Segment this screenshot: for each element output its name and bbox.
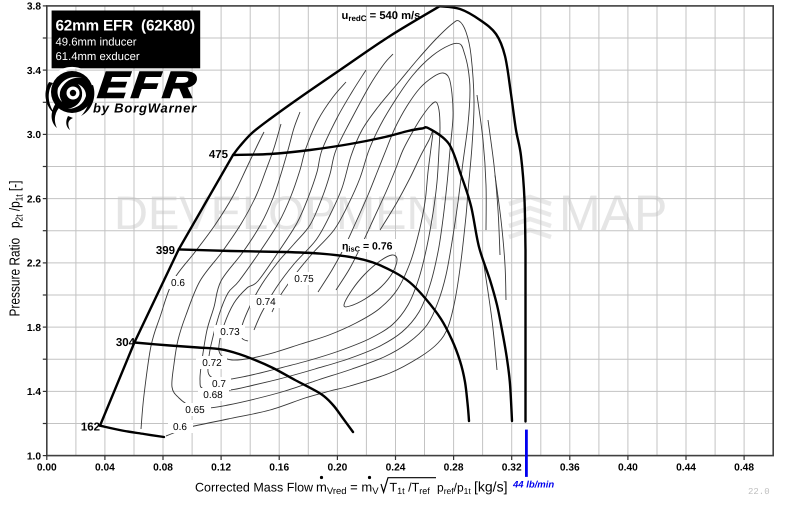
svg-text:0.65: 0.65	[185, 405, 205, 416]
svg-text:0.20: 0.20	[327, 463, 347, 474]
svg-text:0.68: 0.68	[203, 390, 223, 401]
svg-text:0.73: 0.73	[220, 327, 240, 338]
svg-text:MAP: MAP	[559, 185, 667, 241]
svg-text:0.44: 0.44	[676, 463, 696, 474]
svg-text:0.32: 0.32	[502, 463, 522, 474]
svg-text:1.4: 1.4	[27, 387, 41, 398]
svg-text:0.74: 0.74	[256, 297, 276, 308]
svg-text:by BorgWarner: by BorgWarner	[93, 101, 197, 116]
svg-text:0.24: 0.24	[386, 463, 406, 474]
svg-text:3.0: 3.0	[27, 130, 41, 141]
svg-text:3.4: 3.4	[27, 66, 41, 77]
svg-text:Pressure Ratio p2t /p1t [-]: Pressure Ratio p2t /p1t [-]	[8, 181, 26, 317]
svg-text:0.28: 0.28	[444, 463, 464, 474]
svg-text:0.04: 0.04	[95, 463, 115, 474]
svg-text:ηisC = 0.76: ηisC = 0.76	[342, 241, 393, 254]
svg-text:0.00: 0.00	[37, 463, 57, 474]
svg-text:EFR: EFR	[96, 65, 201, 106]
svg-text:475: 475	[209, 149, 229, 161]
svg-text:0.7: 0.7	[212, 379, 226, 390]
svg-text:0.12: 0.12	[211, 463, 231, 474]
svg-text:0.48: 0.48	[734, 463, 754, 474]
svg-text:0.75: 0.75	[294, 274, 314, 285]
svg-text:3.8: 3.8	[27, 2, 41, 13]
svg-text:1.0: 1.0	[27, 451, 41, 462]
svg-text:0.6: 0.6	[171, 278, 185, 289]
svg-text:162: 162	[81, 422, 100, 434]
svg-text:0.40: 0.40	[618, 463, 638, 474]
svg-text:399: 399	[156, 245, 175, 257]
svg-text:0.36: 0.36	[560, 463, 580, 474]
svg-text:49.6mm inducer: 49.6mm inducer	[56, 37, 137, 49]
svg-text:0.72: 0.72	[202, 358, 222, 369]
svg-text:mVred = mV: mVred = mV	[316, 480, 379, 498]
svg-text:304: 304	[116, 337, 136, 349]
svg-text:1.8: 1.8	[27, 323, 41, 334]
svg-text:0.16: 0.16	[269, 463, 289, 474]
svg-text:2.2: 2.2	[27, 259, 41, 270]
svg-text:[kg/s]: [kg/s]	[474, 479, 507, 495]
svg-text:44 lb/min: 44 lb/min	[512, 480, 554, 491]
svg-text:uredC = 540 m/s: uredC = 540 m/s	[342, 10, 421, 23]
svg-text:Corrected Mass Flow: Corrected Mass Flow	[195, 481, 314, 495]
svg-text:2.6: 2.6	[27, 194, 41, 205]
svg-text:22.0: 22.0	[748, 487, 770, 497]
svg-text:62mm EFR (62K80): 62mm EFR (62K80)	[56, 18, 196, 35]
svg-text:0.08: 0.08	[153, 463, 173, 474]
svg-text:0.6: 0.6	[173, 422, 187, 433]
svg-text:61.4mm exducer: 61.4mm exducer	[56, 51, 140, 63]
